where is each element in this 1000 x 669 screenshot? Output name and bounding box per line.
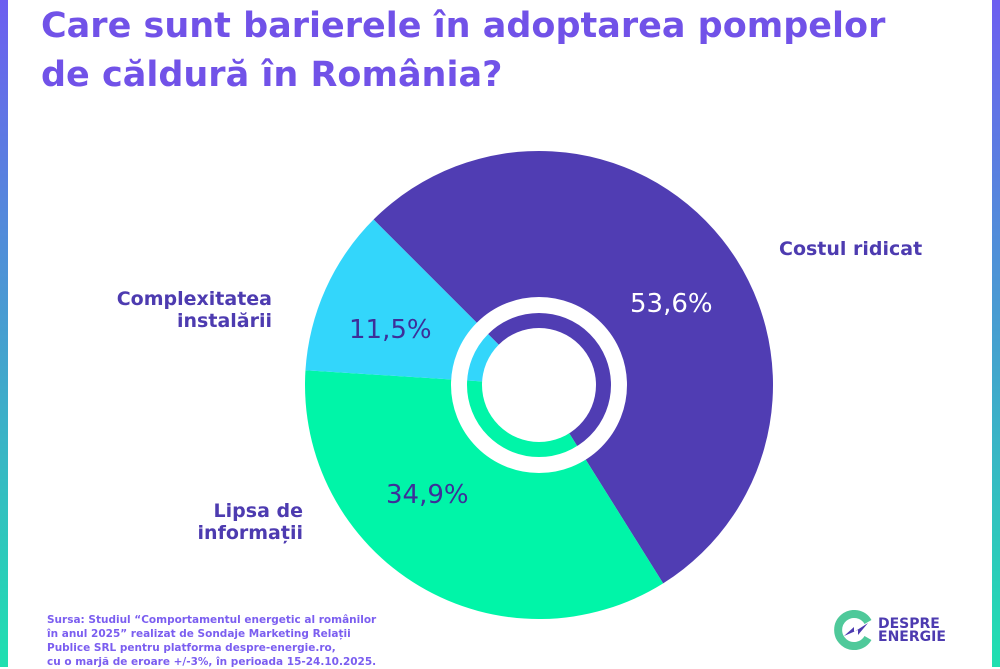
legend-label-costul: Costul ridicat <box>779 238 923 260</box>
value-label-complexitatea: 11,5% <box>349 315 432 345</box>
source-line: în anul 2025” realizat de Sondaje Market… <box>47 628 351 640</box>
value-label-lipsa: 34,9% <box>386 480 469 510</box>
source-line: cu o marjă de eroare +/-3%, în perioada … <box>47 656 377 668</box>
logo-text-line1: DESPRE <box>878 616 940 632</box>
legend-label-complexitatea: Complexitatea instalării <box>116 288 272 332</box>
logo-text-line2: ENERGIE <box>878 629 946 645</box>
value-label-costul: 53,6% <box>630 289 713 319</box>
source-line: Publice SRL pentru platforma despre-ener… <box>47 642 336 654</box>
pie-slice-complexitatea <box>305 219 539 385</box>
white-ring <box>451 297 627 473</box>
chart-title: Care sunt barierele în adoptarea pompelo… <box>41 6 886 95</box>
source-note: Sursa: Studiul “Comportamentul energetic… <box>47 613 376 669</box>
source-line: Sursa: Studiul “Comportamentul energetic… <box>47 614 377 626</box>
legend-label-lipsa: Lipsa de informații <box>197 500 303 544</box>
pie-slice-lipsa <box>305 370 664 620</box>
logo-icon <box>834 610 872 650</box>
despre-energie-logo: DESPRE ENERGIE <box>830 610 960 650</box>
right-gradient-bar <box>992 0 1000 667</box>
center-hole <box>482 328 596 442</box>
left-gradient-bar <box>0 0 8 667</box>
